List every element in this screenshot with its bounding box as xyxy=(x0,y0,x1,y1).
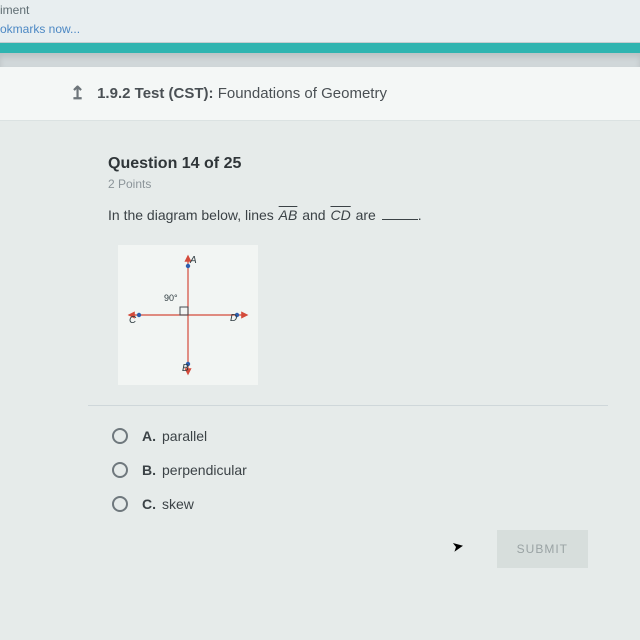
question-stem: In the diagram below, lines AB and CD ar… xyxy=(108,207,600,223)
test-header: ↥ 1.9.2 Test (CST): Foundations of Geome… xyxy=(0,67,640,121)
breadcrumb: 1.9.2 Test (CST): Foundations of Geometr… xyxy=(97,85,387,102)
radio-icon[interactable] xyxy=(112,496,128,512)
question-points: 2 Points xyxy=(108,177,600,191)
label-b: B xyxy=(182,363,189,374)
label-a: A xyxy=(190,255,197,266)
option-text: parallel xyxy=(162,428,207,444)
stem-pre: In the diagram below, lines xyxy=(108,207,278,223)
fill-blank xyxy=(382,219,418,220)
radio-icon[interactable] xyxy=(112,462,128,478)
point-c xyxy=(137,313,141,317)
diagram: A B C D 90° xyxy=(118,245,258,385)
accent-bar xyxy=(0,43,640,53)
option-letter: C. xyxy=(142,496,156,512)
option-a[interactable]: A. parallel xyxy=(112,428,600,444)
options-list: A. parallel B. perpendicular C. skew xyxy=(112,428,600,512)
submit-row: SUBMIT xyxy=(108,530,600,568)
breadcrumb-code: 1.9.2 xyxy=(97,85,130,102)
stem-post: are xyxy=(352,207,380,223)
label-d: D xyxy=(230,313,237,324)
tab-fragment: iment xyxy=(0,0,640,19)
option-b[interactable]: B. perpendicular xyxy=(112,462,600,478)
option-text: skew xyxy=(162,496,194,512)
content-area: Question 14 of 25 2 Points In the diagra… xyxy=(0,121,640,640)
option-letter: A. xyxy=(142,428,156,444)
radio-icon[interactable] xyxy=(112,428,128,444)
browser-chrome: iment okmarks now... xyxy=(0,0,640,43)
option-c[interactable]: C. skew xyxy=(112,496,600,512)
line-cd: CD xyxy=(329,207,351,223)
shadow-gap xyxy=(0,53,640,67)
back-up-icon[interactable]: ↥ xyxy=(70,83,85,104)
breadcrumb-label: Test (CST): xyxy=(135,85,214,102)
label-c: C xyxy=(129,315,136,326)
submit-button[interactable]: SUBMIT xyxy=(497,530,588,568)
question-title: Question 14 of 25 xyxy=(108,155,600,173)
option-text: perpendicular xyxy=(162,462,247,478)
line-ab: AB xyxy=(278,207,299,223)
question-area: Question 14 of 25 2 Points In the diagra… xyxy=(108,155,640,568)
option-letter: B. xyxy=(142,462,156,478)
stem-mid: and xyxy=(298,207,329,223)
section-divider xyxy=(88,405,608,406)
breadcrumb-title: Foundations of Geometry xyxy=(218,85,387,102)
bookmarks-hint[interactable]: okmarks now... xyxy=(0,19,640,38)
label-90: 90° xyxy=(164,293,178,303)
